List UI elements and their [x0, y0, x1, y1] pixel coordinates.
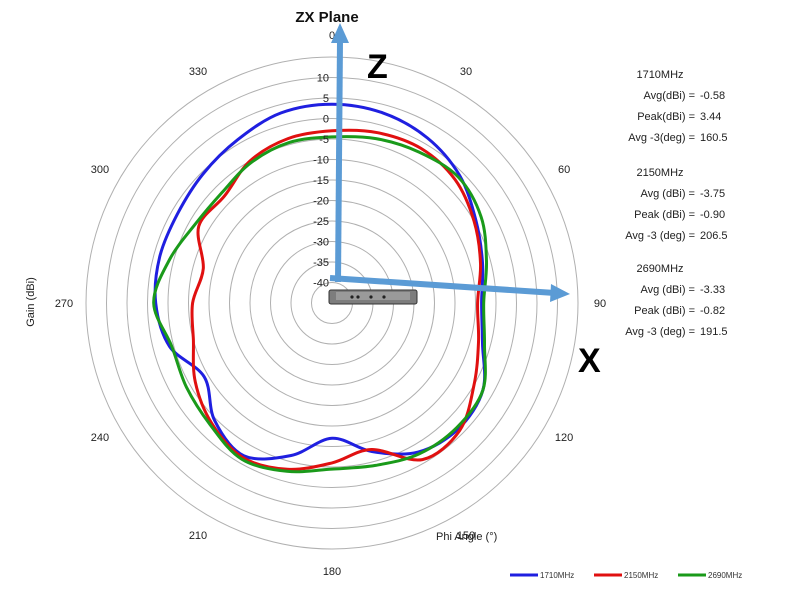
- series-line-1710MHz: [153, 102, 487, 461]
- angle-tick-label: 30: [460, 66, 472, 78]
- stats-label: Peak(dBi) =: [637, 111, 695, 123]
- stats-value: 206.5: [700, 230, 728, 242]
- legend-label: 2690MHz: [708, 571, 742, 580]
- radial-tick-label: -20: [313, 196, 329, 208]
- grid-circle: [106, 77, 558, 529]
- angle-axis-label: Phi Angle (°): [436, 531, 497, 543]
- angle-tick-label: 180: [323, 566, 341, 578]
- radial-axis-label: Gain (dBi): [25, 277, 37, 327]
- angle-tick-label: 120: [555, 432, 573, 444]
- stats-value: -3.33: [700, 284, 725, 296]
- radial-tick-label: -10: [313, 155, 329, 167]
- angle-tick-label: 300: [91, 164, 109, 176]
- legend-label: 1710MHz: [540, 571, 574, 580]
- z-axis-label: Z: [367, 48, 388, 86]
- stats-frequency: 2150MHz: [636, 167, 683, 179]
- stats-label: Avg (dBi) =: [640, 188, 695, 200]
- radial-tick-label: -40: [313, 278, 329, 290]
- stats-label: Peak (dBi) =: [634, 209, 695, 221]
- angle-tick-label: 0: [329, 30, 335, 42]
- radial-tick-label: -35: [313, 257, 329, 269]
- stats-label: Avg -3 (deg) =: [625, 230, 695, 242]
- angle-tick-label: 330: [189, 66, 207, 78]
- stats-value: 3.44: [700, 111, 721, 123]
- series-line-2690MHz: [152, 135, 489, 474]
- stats-value: -0.90: [700, 209, 725, 221]
- radial-tick-label: 5: [323, 93, 329, 105]
- stats-label: Avg -3 (deg) =: [625, 326, 695, 338]
- stats-label: Peak (dBi) =: [634, 305, 695, 317]
- radial-tick-label: -5: [319, 134, 329, 146]
- grid-circle: [188, 159, 476, 447]
- series-line-2150MHz: [190, 128, 483, 471]
- grid-circle: [167, 138, 497, 468]
- stats-panel: 1710MHz Avg(dBi) = -0.58 Peak(dBi) = 3.44 Avg…: [625, 69, 727, 338]
- radial-tick-label: 0: [323, 114, 329, 126]
- stats-label: Avg -3(deg) =: [628, 132, 695, 144]
- legend: 1710MHz 2150MHz 2690MHz: [510, 571, 742, 580]
- grid-circle: [126, 97, 538, 509]
- z-axis-arrow: [331, 23, 349, 283]
- grid-circle: [147, 118, 517, 488]
- device-icon: [328, 289, 418, 305]
- grid-circle: [208, 179, 456, 427]
- chart-title: ZX Plane: [295, 9, 358, 26]
- stats-label: Avg (dBi) =: [640, 284, 695, 296]
- stats-value: 191.5: [700, 326, 728, 338]
- radial-tick-labels: 10 5 0 -5 -10 -15 -20 -25 -30 -35 -40: [313, 73, 329, 290]
- x-axis-arrow: [329, 275, 570, 302]
- stats-value: -3.75: [700, 188, 725, 200]
- angle-tick-label: 240: [91, 432, 109, 444]
- radial-tick-label: -25: [313, 216, 329, 228]
- polar-grid: [85, 56, 579, 550]
- radial-tick-label: -30: [313, 237, 329, 249]
- stats-value: -0.58: [700, 90, 725, 102]
- x-axis-label: X: [578, 342, 601, 380]
- legend-label: 2150MHz: [624, 571, 658, 580]
- angle-tick-labels: 0 30 60 90 120 150 180 210 240 270 300 330: [55, 30, 606, 578]
- angle-tick-label: 270: [55, 298, 73, 310]
- stats-value: -0.82: [700, 305, 725, 317]
- angle-tick-label: 210: [189, 530, 207, 542]
- grid-circle: [229, 200, 435, 406]
- grid-circle: [85, 56, 579, 550]
- radial-tick-label: 10: [317, 73, 329, 85]
- radial-tick-label: -15: [313, 175, 329, 187]
- angle-tick-label: 150: [457, 530, 475, 542]
- angle-tick-label: 60: [558, 164, 570, 176]
- stats-value: 160.5: [700, 132, 728, 144]
- series-lines: [152, 102, 489, 474]
- stats-frequency: 1710MHz: [636, 69, 683, 81]
- angle-tick-label: 90: [594, 298, 606, 310]
- stats-label: Avg(dBi) =: [644, 90, 695, 102]
- stats-frequency: 2690MHz: [636, 263, 683, 275]
